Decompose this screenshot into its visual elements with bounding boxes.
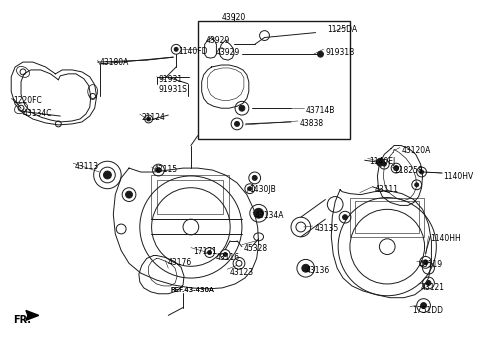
Text: 43180A: 43180A (99, 58, 129, 67)
Text: 43134C: 43134C (23, 109, 52, 118)
Text: 43838: 43838 (300, 119, 324, 128)
Circle shape (420, 303, 427, 308)
Bar (355, 202, 419, 233)
Text: 91931S: 91931S (158, 85, 187, 94)
Text: REF.43-430A: REF.43-430A (170, 287, 214, 293)
Text: 1220FC: 1220FC (13, 96, 42, 105)
Text: 43115: 43115 (154, 165, 178, 174)
Text: 43113: 43113 (75, 162, 99, 171)
Circle shape (235, 121, 240, 126)
Circle shape (394, 166, 398, 171)
Text: 43134A: 43134A (255, 211, 284, 220)
Text: 43111: 43111 (374, 185, 398, 194)
Circle shape (254, 208, 264, 218)
Text: 1140FD: 1140FD (178, 47, 208, 56)
Text: 17121: 17121 (193, 247, 216, 256)
Circle shape (104, 171, 111, 179)
Text: 1430JB: 1430JB (249, 185, 276, 194)
Circle shape (207, 251, 212, 254)
Text: 43119: 43119 (419, 260, 443, 269)
Circle shape (147, 117, 151, 121)
Text: 218258: 218258 (394, 166, 423, 175)
Circle shape (248, 187, 252, 191)
Text: 43929: 43929 (205, 35, 230, 44)
Text: 1140HV: 1140HV (443, 172, 473, 181)
Text: 91931B: 91931B (325, 48, 355, 57)
Text: 1125DA: 1125DA (327, 25, 358, 34)
Circle shape (156, 168, 161, 172)
Circle shape (223, 253, 227, 256)
Text: 43120A: 43120A (402, 145, 432, 154)
Circle shape (383, 162, 386, 166)
Circle shape (126, 191, 132, 198)
Text: 43714B: 43714B (306, 106, 335, 115)
Circle shape (423, 260, 428, 265)
Text: 43116: 43116 (216, 253, 240, 262)
Text: 43123: 43123 (229, 268, 253, 277)
Text: 1140HH: 1140HH (431, 234, 461, 243)
Polygon shape (26, 311, 39, 320)
Bar (151, 175, 229, 219)
Text: REF.43-430A: REF.43-430A (170, 287, 214, 293)
Text: 21124: 21124 (142, 113, 166, 122)
Text: 43135: 43135 (314, 224, 339, 233)
Circle shape (415, 183, 419, 187)
Text: 1140EJ: 1140EJ (370, 157, 396, 166)
Text: 43920: 43920 (222, 13, 246, 22)
Circle shape (376, 158, 384, 166)
Circle shape (302, 264, 310, 272)
Bar (350, 197, 423, 237)
Text: 43929: 43929 (216, 48, 240, 57)
Bar (198, 21, 350, 139)
Circle shape (318, 51, 324, 57)
Bar (156, 180, 223, 214)
Text: 43176: 43176 (168, 259, 192, 268)
Text: 43121: 43121 (420, 283, 444, 292)
Text: 43136: 43136 (306, 266, 330, 275)
Text: 45328: 45328 (244, 244, 268, 253)
Circle shape (420, 170, 423, 174)
Circle shape (252, 176, 257, 180)
Circle shape (426, 280, 431, 286)
Text: 91931: 91931 (158, 75, 182, 84)
Circle shape (174, 47, 178, 51)
Text: 1751DD: 1751DD (412, 306, 443, 314)
Circle shape (343, 215, 348, 220)
Circle shape (239, 105, 245, 111)
Text: FR.: FR. (13, 315, 31, 325)
